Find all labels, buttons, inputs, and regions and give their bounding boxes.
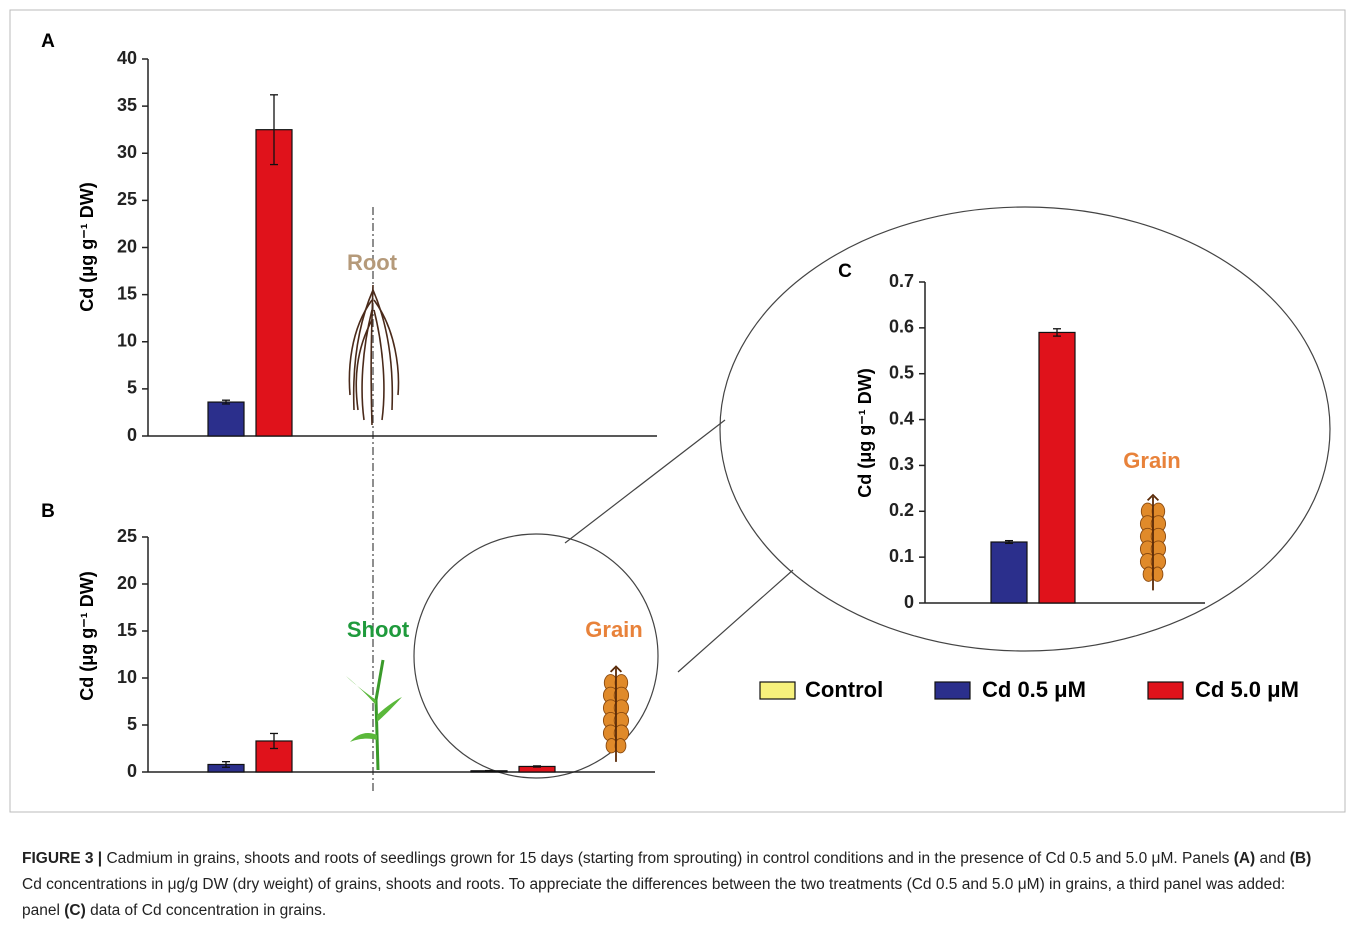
caption-text: (C): [64, 902, 86, 919]
zoom-line: [678, 570, 793, 672]
y-axis-label: Cd (μg g⁻¹ DW): [77, 571, 97, 700]
y-tick-label: 0.1: [889, 546, 914, 566]
panel-label: A: [41, 31, 55, 52]
panel-label: B: [41, 501, 55, 522]
y-tick-label: 20: [117, 573, 137, 593]
legend-swatch: [1148, 682, 1183, 699]
y-axis-label: Cd (μg g⁻¹ DW): [77, 182, 97, 311]
y-tick-label: 40: [117, 48, 137, 68]
error-bar: [533, 766, 541, 767]
caption-text: and: [1255, 850, 1289, 867]
y-tick-label: 20: [117, 236, 137, 256]
y-tick-label: 5: [127, 714, 137, 734]
y-tick-label: 35: [117, 95, 137, 115]
page: {"chart_data": [ {"type": "bar", "panel"…: [0, 0, 1355, 926]
y-tick-label: 15: [117, 283, 137, 303]
legend-label: Cd 0.5 μM: [982, 677, 1086, 702]
figure: 0 5 10 15 20 25 30 35 40 A Cd (μg g⁻¹ DW) Root 0 5 10 1…: [0, 0, 1355, 926]
y-tick-label: 0: [127, 761, 137, 781]
caption-text: Cadmium in grains, shoots and roots of s…: [106, 850, 1233, 867]
caption-text: (B): [1290, 850, 1312, 867]
y-axis-label: Cd (μg g⁻¹ DW): [855, 368, 875, 497]
bar: [256, 130, 292, 436]
panel-label: C: [838, 261, 852, 282]
y-tick-label: 25: [117, 189, 137, 209]
y-tick-label: 10: [117, 331, 137, 351]
bar: [1039, 332, 1075, 603]
caption-text: FIGURE 3 |: [22, 850, 106, 867]
y-tick-label: 0.7: [889, 271, 914, 291]
bar: [208, 402, 244, 436]
grain-drawing: [603, 667, 628, 762]
legend-label: Cd 5.0 μM: [1195, 677, 1299, 702]
y-tick-label: 15: [117, 620, 137, 640]
y-tick-label: 30: [117, 142, 137, 162]
category-label: Grain: [585, 617, 642, 642]
legend-label: Control: [805, 677, 883, 702]
y-tick-label: 0.6: [889, 317, 914, 337]
root-drawing: [349, 285, 398, 425]
caption-text: data of Cd concentration in grains.: [86, 902, 326, 919]
legend-swatch: [760, 682, 795, 699]
y-tick-label: 0: [904, 592, 914, 612]
y-tick-label: 0.2: [889, 500, 914, 520]
y-tick-label: 0: [127, 425, 137, 445]
zoom-line: [565, 420, 725, 543]
y-tick-label: 10: [117, 667, 137, 687]
grain-drawing: [1140, 495, 1165, 590]
category-label: Grain: [1123, 448, 1180, 473]
y-tick-label: 25: [117, 526, 137, 546]
category-label: Shoot: [347, 617, 410, 642]
bar: [991, 542, 1027, 603]
y-tick-label: 0.4: [889, 408, 914, 428]
caption: FIGURE 3 | Cadmium in grains, shoots and…: [22, 846, 1322, 924]
shoot-drawing: [346, 660, 402, 770]
category-label: Root: [347, 250, 398, 275]
y-tick-label: 0.3: [889, 454, 914, 474]
legend-swatch: [935, 682, 970, 699]
y-tick-label: 0.5: [889, 362, 914, 382]
y-tick-label: 5: [127, 378, 137, 398]
caption-text: (A): [1234, 850, 1256, 867]
